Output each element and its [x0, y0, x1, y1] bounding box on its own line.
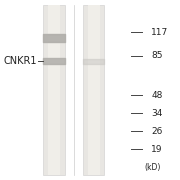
Text: CNKR1: CNKR1 [4, 56, 37, 66]
Text: 48: 48 [151, 91, 163, 100]
Text: 117: 117 [151, 28, 168, 37]
Text: 26: 26 [151, 127, 163, 136]
Bar [88, 5, 100, 175]
Text: 34: 34 [151, 109, 163, 118]
Bar [83, 5, 104, 175]
Bar [48, 5, 60, 175]
Bar [43, 5, 65, 175]
Text: (kD): (kD) [144, 163, 160, 172]
Text: 85: 85 [151, 51, 163, 60]
Text: 19: 19 [151, 145, 163, 154]
